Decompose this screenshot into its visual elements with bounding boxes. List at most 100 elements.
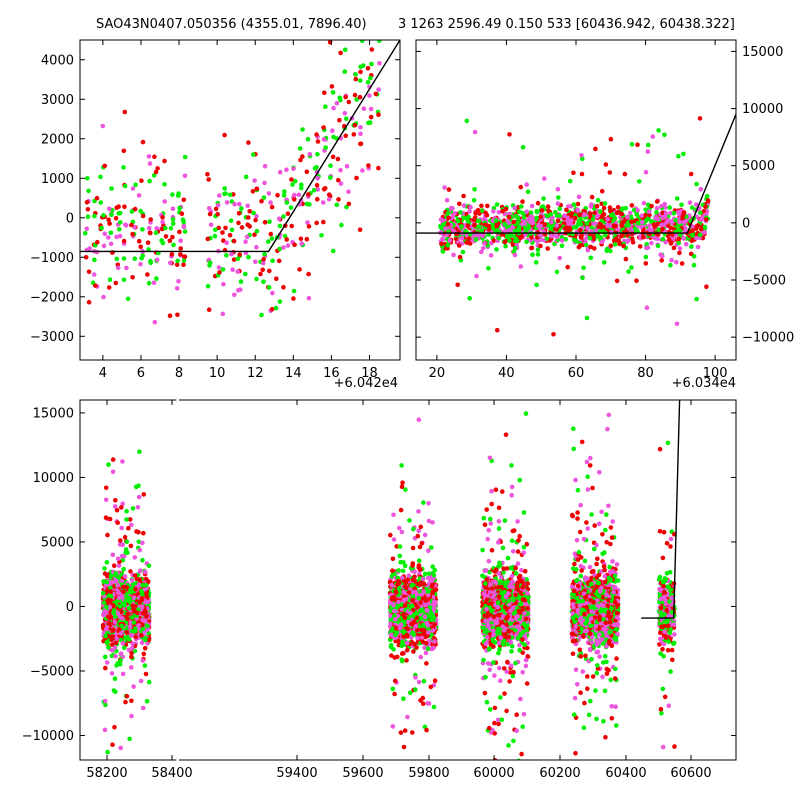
data-point bbox=[342, 47, 348, 53]
data-point bbox=[104, 560, 110, 565]
data-point bbox=[108, 573, 114, 579]
data-point bbox=[346, 201, 352, 207]
data-point bbox=[178, 246, 183, 251]
data-point bbox=[467, 296, 473, 301]
data-point bbox=[306, 271, 311, 277]
data-point bbox=[625, 214, 630, 220]
data-point bbox=[542, 222, 548, 227]
data-point bbox=[112, 676, 118, 681]
data-point bbox=[579, 171, 585, 177]
data-point bbox=[112, 724, 117, 730]
data-point bbox=[133, 634, 138, 640]
data-point bbox=[262, 220, 268, 225]
data-point bbox=[160, 215, 165, 220]
data-point bbox=[674, 321, 680, 327]
data-point bbox=[565, 221, 571, 227]
data-point bbox=[652, 224, 657, 229]
data-point bbox=[270, 258, 275, 264]
data-point bbox=[102, 727, 108, 733]
data-point bbox=[163, 225, 168, 231]
data-point bbox=[655, 216, 661, 222]
data-point bbox=[217, 270, 222, 275]
data-point bbox=[153, 169, 159, 175]
data-point bbox=[220, 311, 226, 317]
data-point bbox=[491, 209, 496, 214]
data-point bbox=[144, 591, 149, 596]
data-point bbox=[413, 675, 418, 680]
data-point bbox=[106, 614, 111, 619]
data-point bbox=[243, 174, 249, 180]
data-point bbox=[555, 201, 561, 206]
data-point bbox=[445, 243, 451, 248]
data-point bbox=[129, 665, 134, 670]
data-point bbox=[535, 200, 541, 206]
data-point bbox=[130, 615, 135, 620]
data-point bbox=[145, 272, 150, 277]
data-point bbox=[291, 288, 297, 294]
data-point bbox=[103, 497, 109, 503]
data-point bbox=[398, 507, 404, 513]
data-point bbox=[140, 582, 145, 588]
data-point bbox=[648, 219, 654, 224]
data-point bbox=[513, 213, 519, 219]
data-point bbox=[306, 224, 312, 229]
data-point bbox=[694, 181, 699, 187]
data-point bbox=[677, 219, 682, 225]
data-point bbox=[496, 235, 502, 241]
data-point bbox=[228, 218, 234, 223]
data-point bbox=[465, 223, 471, 228]
data-point bbox=[681, 151, 686, 157]
data-point bbox=[137, 547, 143, 553]
data-point bbox=[330, 154, 336, 160]
data-point bbox=[144, 594, 150, 600]
data-point bbox=[594, 203, 600, 209]
data-point bbox=[344, 116, 349, 122]
data-point bbox=[393, 632, 398, 638]
data-point bbox=[391, 537, 397, 542]
data-point bbox=[175, 312, 180, 318]
data-point bbox=[270, 290, 275, 296]
data-point bbox=[213, 227, 218, 233]
data-point bbox=[659, 258, 664, 263]
data-point bbox=[112, 579, 118, 584]
data-point bbox=[217, 193, 222, 198]
y-tick-label: 2000 bbox=[41, 132, 74, 147]
data-point bbox=[121, 277, 127, 283]
data-point bbox=[122, 109, 128, 115]
data-point bbox=[326, 192, 332, 197]
data-point bbox=[572, 215, 578, 221]
data-point bbox=[522, 221, 527, 226]
data-point bbox=[472, 223, 477, 228]
data-point bbox=[281, 285, 286, 290]
data-point bbox=[205, 236, 211, 242]
data-point bbox=[181, 223, 187, 228]
data-point bbox=[334, 100, 340, 106]
data-point bbox=[108, 241, 114, 247]
data-point bbox=[602, 201, 608, 206]
data-point bbox=[115, 265, 121, 271]
data-point bbox=[404, 658, 409, 663]
data-point bbox=[634, 278, 639, 284]
data-point bbox=[649, 203, 654, 209]
data-point bbox=[174, 286, 180, 291]
data-point bbox=[587, 211, 593, 217]
scatter-points-top-left bbox=[82, 11, 382, 325]
data-point bbox=[145, 240, 151, 245]
data-point bbox=[389, 653, 394, 658]
panel-top-left: 4 6 8 10 12 14 16 18−3000−2000−1000010002000300… bbox=[30, 11, 401, 391]
data-point bbox=[235, 269, 240, 274]
data-point bbox=[635, 208, 640, 213]
data-point bbox=[115, 520, 120, 525]
data-point bbox=[563, 236, 569, 242]
data-point bbox=[524, 182, 529, 187]
data-point bbox=[374, 24, 379, 29]
data-point bbox=[292, 197, 297, 202]
data-point bbox=[351, 11, 356, 16]
data-point bbox=[578, 234, 584, 240]
data-point bbox=[129, 209, 135, 214]
data-point bbox=[111, 603, 116, 608]
data-point bbox=[440, 249, 446, 254]
data-point bbox=[277, 169, 283, 175]
data-point bbox=[142, 645, 148, 651]
data-point bbox=[155, 166, 160, 171]
